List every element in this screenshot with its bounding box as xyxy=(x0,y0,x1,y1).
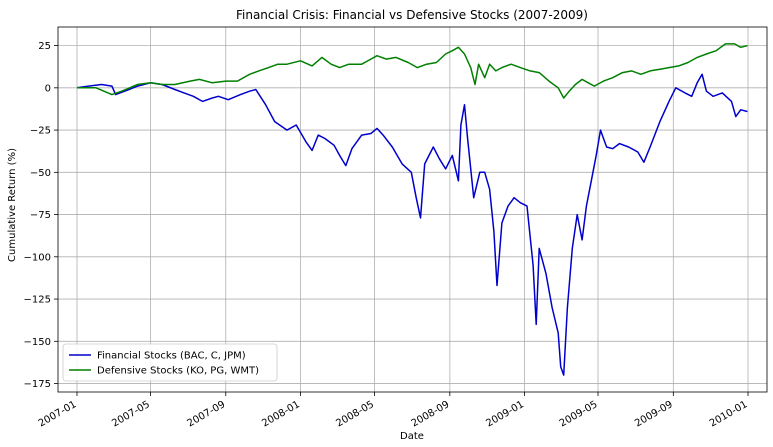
y-axis-label: Cumulative Return (%) xyxy=(7,148,18,262)
x-tick-label: 2008-09 xyxy=(410,399,452,429)
y-tick-label: 25 xyxy=(38,41,51,52)
x-tick-label: 2008-01 xyxy=(260,399,302,429)
series-line-defensive xyxy=(77,43,748,99)
x-tick-label: 2009-09 xyxy=(633,399,675,429)
y-tick-label: −175 xyxy=(24,379,51,390)
x-tick-label: 2008-05 xyxy=(334,399,376,429)
plot-frame xyxy=(57,26,768,393)
x-tick-label: 2007-05 xyxy=(110,399,152,429)
x-tick-label: 2010-01 xyxy=(708,399,750,429)
y-tick-label: −150 xyxy=(24,337,51,348)
y-tick-label: 0 xyxy=(45,83,51,94)
series-line-financial xyxy=(76,73,748,376)
y-tick-label: −75 xyxy=(30,210,51,221)
y-tick-label: −25 xyxy=(30,126,51,137)
x-axis-label: Date xyxy=(400,431,424,442)
y-tick-label: −125 xyxy=(24,295,51,306)
legend-label-defensive: Defensive Stocks (KO, PG, WMT) xyxy=(97,366,259,377)
chart-title: Financial Crisis: Financial vs Defensive… xyxy=(236,8,588,22)
x-axis: 2007-01 2007-05 2007-09 2008-01 2008-05 2008-… xyxy=(37,392,750,429)
legend-box xyxy=(62,343,278,382)
x-tick-label: 2007-01 xyxy=(37,399,79,429)
legend: Financial Stocks (BAC, C, JPM) Defensive… xyxy=(62,343,278,382)
series-lines xyxy=(76,43,748,376)
legend-label-financial: Financial Stocks (BAC, C, JPM) xyxy=(97,351,246,362)
x-tick-label: 2009-01 xyxy=(484,399,526,429)
y-tick-label: −100 xyxy=(24,252,51,263)
x-tick-label: 2009-05 xyxy=(558,399,600,429)
grid-lines xyxy=(58,27,767,392)
x-tick-label: 2007-09 xyxy=(186,399,228,429)
y-axis: 25 0 −25 −50 −75 −100 −125 −150 −175 xyxy=(24,41,58,390)
y-tick-label: −50 xyxy=(30,168,51,179)
